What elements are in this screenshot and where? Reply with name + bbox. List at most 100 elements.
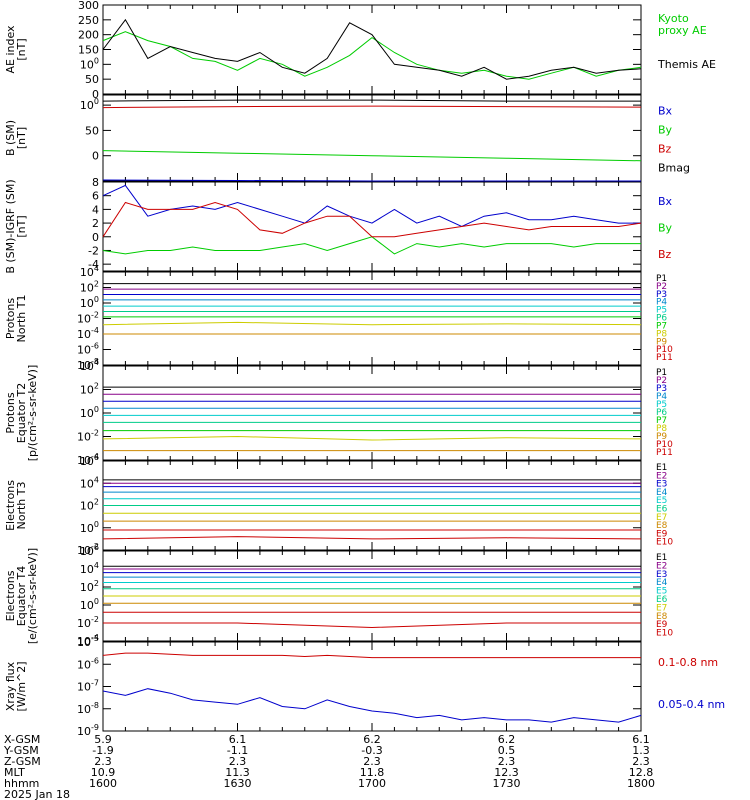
legend-entry: P5	[656, 400, 667, 410]
y-tick-label: 250	[78, 14, 99, 27]
legend-entry: P2	[656, 376, 667, 386]
axis-cell: 6.2	[498, 733, 516, 746]
y-axis-label: Xray flux[W/m^2]	[4, 661, 28, 711]
series-line-Kyoto proxy AE	[102, 31, 642, 80]
y-tick-label: 6	[92, 190, 99, 203]
y-tick-label: 100	[80, 56, 99, 71]
y-tick-label: 10-2	[77, 429, 99, 444]
series-line-E10	[102, 536, 642, 540]
legend-entry: P10	[656, 345, 673, 355]
y-axis-label-line: [e/(cm²-s-sr-keV)]	[26, 548, 39, 644]
axis-cell: 2.3	[632, 755, 650, 768]
series-line-0.1-0.8 nm	[102, 652, 641, 659]
y-axis-label-line: [nT]	[15, 38, 28, 60]
legend-entry: By	[658, 222, 673, 235]
panel-frame	[102, 4, 642, 95]
y-axis-label-line: Electrons	[4, 480, 17, 531]
series-line-By	[102, 236, 641, 255]
legend-entry: E2	[656, 561, 667, 571]
y-tick-label: 10-8	[77, 357, 99, 372]
legend-entry: E4	[656, 578, 668, 588]
y-axis-label-line: B (SM)	[4, 120, 17, 156]
legend-entry: P9	[656, 432, 667, 442]
axis-row-label: X-GSM	[4, 733, 40, 746]
legend: Bx By Bz	[658, 195, 673, 261]
y-tick-label: -4	[88, 258, 99, 271]
y-tick-label: 100	[80, 520, 99, 535]
axis-cell: 10.9	[91, 766, 116, 779]
axis-cell: 12.8	[629, 766, 654, 779]
y-tick-label: 150	[78, 44, 99, 57]
legend-entry: P9	[656, 337, 667, 347]
axis-cell: 2.3	[94, 755, 112, 768]
y-axis-label-line: Equator T4	[15, 566, 28, 626]
series-line-By	[102, 150, 642, 162]
legend-entry: P6	[656, 408, 667, 418]
y-axis-label-line: [nT]	[15, 215, 28, 237]
legend-entry: proxy AE	[658, 24, 707, 37]
y-axis-label: AE index[nT]	[4, 25, 28, 74]
y-tick-label: 104	[80, 358, 99, 373]
axis-cell: 1630	[224, 777, 252, 790]
y-tick-label: 104	[80, 475, 99, 490]
series-line-Themis AE	[102, 18, 642, 80]
y-tick-label: 100	[80, 405, 99, 420]
axis-cell: 6.1	[229, 733, 247, 746]
legend-entry: P2	[656, 282, 667, 292]
y-tick-label: 200	[78, 29, 99, 42]
y-tick-label: 10-2	[77, 615, 99, 630]
y-axis-label-line: Xray flux	[4, 661, 17, 711]
legend-entry: P3	[656, 384, 667, 394]
legend-entry: P7	[656, 321, 667, 331]
series-line-P8	[102, 321, 642, 326]
legend-entry: P1	[656, 274, 667, 284]
y-tick-label: 0	[92, 150, 99, 163]
y-tick-label: 4	[92, 203, 99, 216]
y-tick-label: 10-6	[77, 656, 99, 671]
y-tick-label: 10-9	[77, 723, 99, 738]
axis-cell: -1.1	[227, 744, 248, 757]
series-line-Bz	[102, 201, 642, 238]
series-line-Bx	[102, 179, 641, 182]
y-axis-label-line: Protons	[4, 298, 17, 339]
y-tick-label: 104	[80, 561, 99, 576]
legend-entry: Bx	[658, 195, 673, 208]
legend-entry: P4	[656, 392, 667, 402]
legend-entry: E3	[656, 480, 667, 490]
axis-cell: 2.3	[363, 755, 381, 768]
y-tick-label: 106	[80, 453, 99, 468]
legend-entry: P10	[656, 440, 673, 450]
y-axis-label-line: [W/m^2]	[15, 661, 28, 711]
legend-entry: Bz	[658, 143, 672, 156]
axis-cell: 0.5	[498, 744, 516, 757]
y-tick-label: 0	[92, 231, 99, 244]
axis-cell: 2.3	[229, 755, 247, 768]
panel-frame	[102, 365, 642, 461]
legend-entry: E6	[656, 505, 668, 515]
y-tick-label: 2	[92, 217, 99, 230]
panel-frame	[102, 94, 642, 182]
y-tick-label: 106	[80, 543, 99, 558]
y-tick-label: 102	[80, 498, 99, 513]
axis-cell: 12.3	[494, 766, 519, 779]
axis-row-label: Y-GSM	[3, 744, 39, 757]
axis-cell: 1800	[627, 777, 655, 790]
legend-entry: E1	[656, 553, 667, 563]
legend-entry: P3	[656, 290, 667, 300]
legend-entry: P4	[656, 298, 667, 308]
y-tick-label: 100	[80, 295, 99, 310]
panel-2: 0 50 100 B (SM)[nT] Bx By Bz Bmag	[4, 94, 690, 182]
y-tick-label: 10-4	[77, 633, 99, 648]
series-line-P8	[102, 435, 642, 441]
y-tick-label: 10-5	[77, 634, 99, 649]
